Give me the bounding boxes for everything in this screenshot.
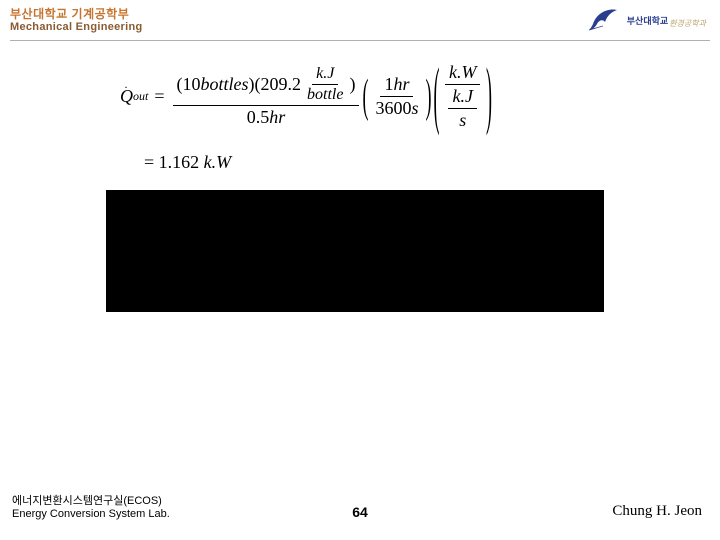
- header-dept-en: Mechanical Engineering: [10, 21, 143, 33]
- main-fraction-num: (10bottles)(209.2 k.J bottle ): [173, 65, 360, 106]
- equals-sign: =: [154, 86, 164, 107]
- header-logo-text: 부산대학교환경공학과: [627, 14, 706, 30]
- header-logo-block: 부산대학교환경공학과: [587, 4, 706, 39]
- footer-lab: 에너지변환시스템연구실(ECOS) Energy Conversion Syst…: [12, 495, 170, 523]
- kjs-den: k.J s: [442, 85, 482, 131]
- kw-num: k.W: [445, 62, 480, 85]
- main-fraction-den: 0.5hr: [243, 106, 290, 128]
- f1-close: ): [349, 74, 355, 95]
- q-dot-symbol: · Q: [120, 86, 133, 107]
- rparen-1: ): [425, 69, 431, 124]
- header-dept-ko: 부산대학교 기계공학부: [10, 8, 143, 21]
- lparen-2: (: [433, 52, 439, 140]
- result-eq: = 1.162: [144, 152, 199, 172]
- bird-logo-icon: [587, 4, 621, 39]
- occluded-region: [106, 190, 604, 312]
- s-den: s: [455, 109, 470, 131]
- logo-main: 부산대학교: [627, 16, 668, 26]
- unit-kj: k.J: [312, 65, 338, 85]
- footer-author: Chung H. Jeon: [612, 503, 702, 520]
- rparen-2: ): [486, 52, 492, 140]
- f1a-word: bottles: [201, 74, 249, 95]
- frac-hr-num: 1hr: [380, 74, 413, 97]
- frac-kw-kjs: k.W k.J s: [442, 62, 482, 131]
- footer-lab-ko: 에너지변환시스템연구실(ECOS): [12, 495, 170, 509]
- header-rule: [10, 40, 710, 41]
- frac-hr-s: 1hr 3600s: [371, 74, 422, 119]
- page-number: 64: [352, 504, 368, 520]
- unit-frac-kj-bottle: k.J bottle: [303, 65, 347, 104]
- f1a: (10: [177, 74, 201, 95]
- frac-kj-s: k.J s: [448, 86, 476, 131]
- frac-hr-den: 3600s: [371, 97, 422, 119]
- denom-05hr-b: hr: [269, 107, 285, 128]
- q-subscript: out: [133, 89, 148, 104]
- result-line: = 1.162 k.W: [144, 152, 231, 173]
- kj-num: k.J: [448, 86, 476, 109]
- logo-sub: 환경공학과: [669, 19, 706, 28]
- equation-block: · Q out = (10bottles)(209.2 k.J bottle )…: [120, 62, 493, 131]
- footer-lab-en: Energy Conversion System Lab.: [12, 508, 170, 522]
- main-fraction: (10bottles)(209.2 k.J bottle ) 0.5hr: [173, 65, 360, 128]
- lparen-1: (: [362, 69, 368, 124]
- denom-05hr-a: 0.5: [247, 107, 270, 128]
- header-dept: 부산대학교 기계공학부 Mechanical Engineering: [10, 8, 143, 33]
- unit-bottle: bottle: [303, 85, 347, 104]
- equation-row: · Q out = (10bottles)(209.2 k.J bottle )…: [120, 62, 493, 131]
- dot-accent: ·: [124, 80, 128, 95]
- result-unit: k.W: [204, 152, 231, 172]
- f1a-close: )(209.2: [249, 74, 302, 95]
